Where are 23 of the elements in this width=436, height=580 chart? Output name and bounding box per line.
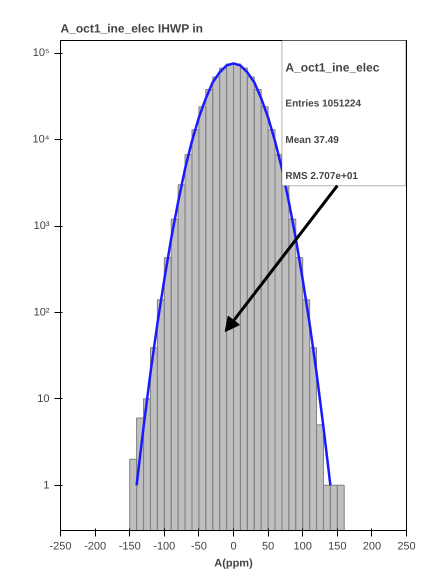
x-tick-label: 0 xyxy=(230,540,237,552)
x-tick-label: -50 xyxy=(190,540,207,552)
x-axis-title: A(ppm) xyxy=(214,558,254,570)
chart-title: A_oct1_ine_elec IHWP in xyxy=(60,22,203,36)
annotation: Mean 37.49 xyxy=(285,134,340,146)
x-tick-label: 250 xyxy=(397,540,416,552)
y-tick-label: 10⁴ xyxy=(32,134,50,146)
annotation: RMS 2.707e+01 xyxy=(285,171,358,182)
x-tick-label: -100 xyxy=(153,540,176,552)
y-tick-label: 10³ xyxy=(34,220,50,232)
y-tick-label: 1 xyxy=(43,479,50,492)
x-tick-label: 200 xyxy=(362,540,382,552)
x-tick-label: 150 xyxy=(328,540,346,552)
x-tick-label: -200 xyxy=(84,540,106,552)
y-tick-label: 10⁵ xyxy=(32,47,50,60)
y-tick-label: 10 xyxy=(37,392,50,405)
x-tick-label: 50 xyxy=(262,540,274,552)
annotation: Entries 1051224 xyxy=(285,98,362,110)
x-tick-label: -150 xyxy=(118,540,141,552)
annotation: A_oct1_ine_elec xyxy=(285,60,380,75)
y-tick-label: 10² xyxy=(34,306,50,318)
x-tick-label: 100 xyxy=(294,540,312,552)
x-tick-label: -250 xyxy=(49,540,72,552)
